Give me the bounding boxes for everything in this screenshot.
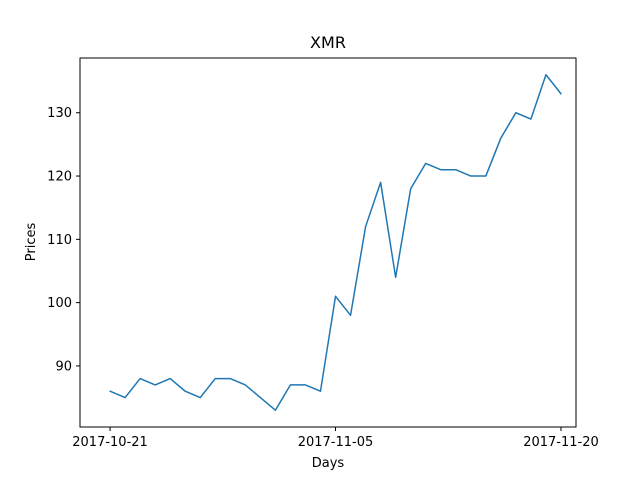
x-tick-label: 2017-11-05: [298, 435, 374, 450]
ticks: 2017-10-21 2017-11-05 2017-11-20 90 100 110 12…: [47, 106, 599, 450]
series-line: [109, 74, 562, 411]
y-tick-label: 100: [47, 296, 72, 311]
y-tick-label: 120: [47, 170, 72, 185]
x-tick-label: 2017-10-21: [72, 435, 148, 450]
y-tick-label: 110: [47, 233, 72, 248]
axes: [79, 57, 577, 428]
series: [109, 74, 562, 411]
chart-title: XMR: [310, 33, 346, 52]
y-axis-label: Prices: [24, 223, 39, 262]
x-axis-label: Days: [312, 456, 345, 471]
y-tick-label: 130: [47, 106, 72, 121]
plot-frame: [79, 57, 577, 428]
x-tick-label: 2017-11-20: [523, 435, 599, 450]
y-tick-label: 90: [55, 359, 72, 374]
